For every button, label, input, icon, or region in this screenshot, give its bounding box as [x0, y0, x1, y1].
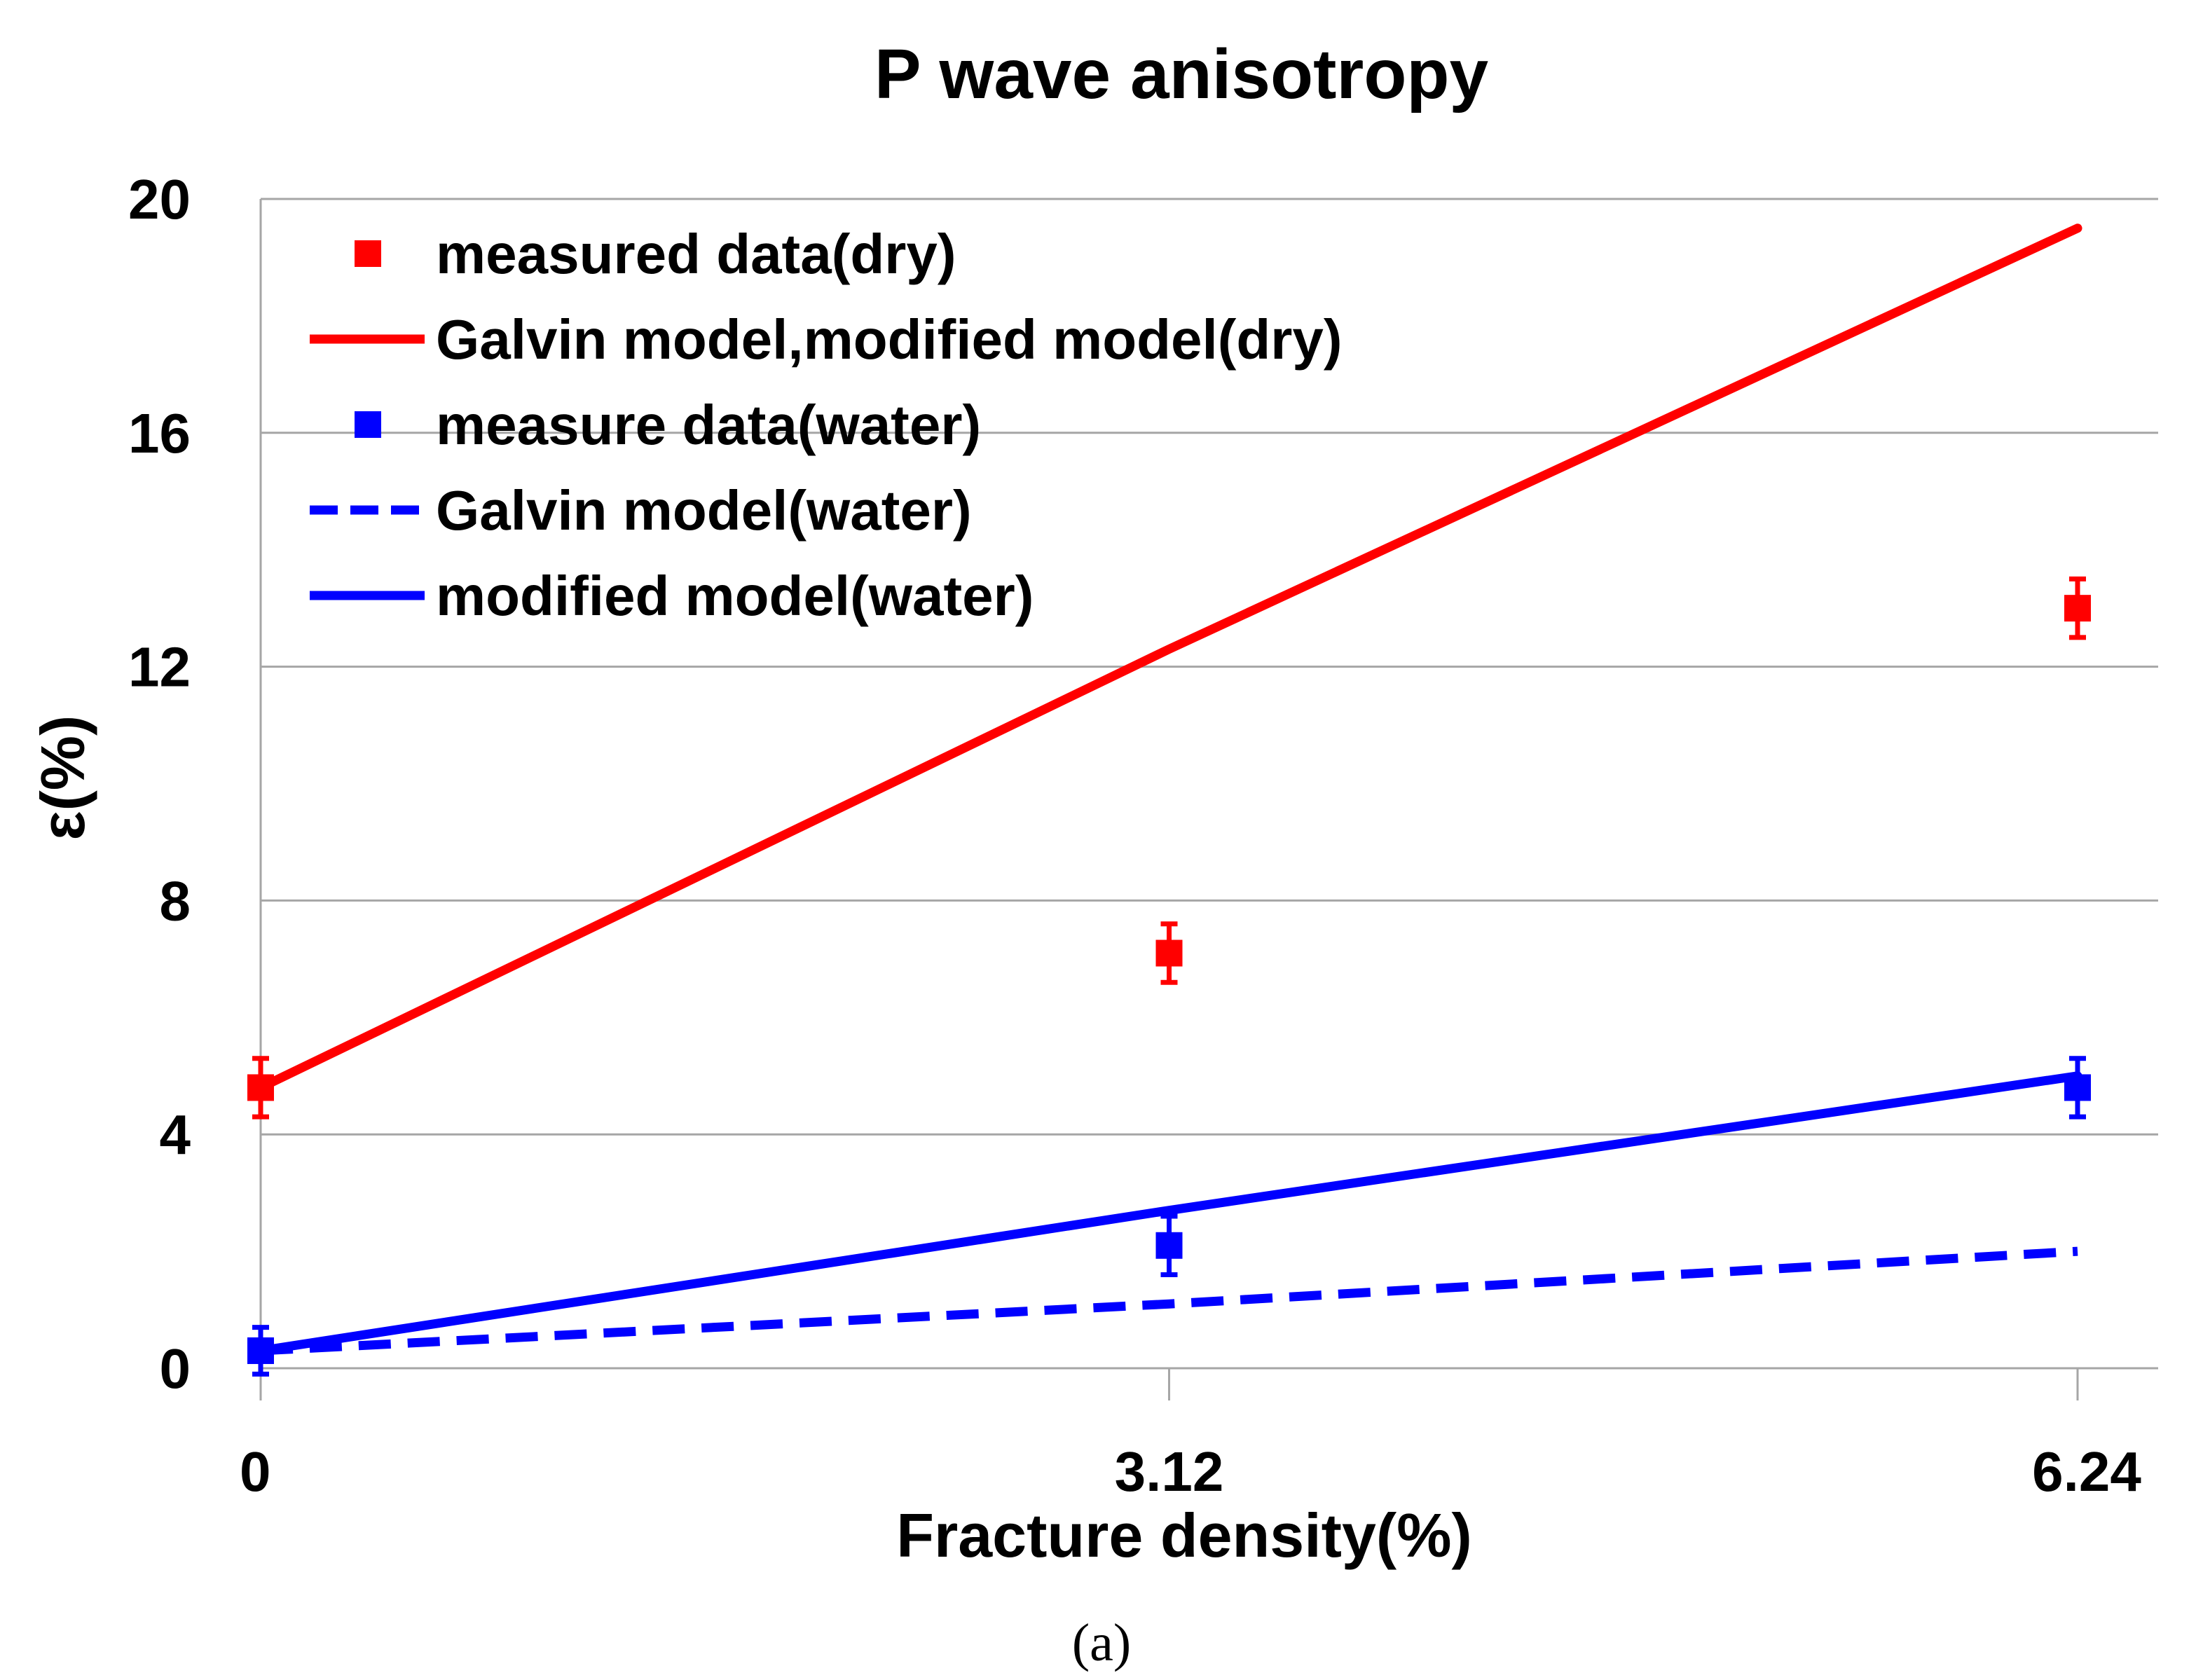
- marker-square: [247, 1337, 274, 1364]
- y-tick-label: 20: [128, 168, 191, 230]
- y-axis-label: ε(%): [28, 715, 97, 841]
- data-point: [247, 1056, 274, 1120]
- marker-square: [1155, 1232, 1183, 1259]
- y-tick-label: 4: [160, 1103, 191, 1166]
- marker-square: [2064, 1074, 2091, 1101]
- y-tick-label: 16: [128, 402, 191, 464]
- y-tick-label: 0: [160, 1337, 191, 1400]
- legend-label: Galvin model,modified model(dry): [436, 308, 1342, 371]
- series-line-3: [260, 1246, 2078, 1356]
- legend-item: measured data(dry): [355, 223, 956, 285]
- figure-caption: (a): [1072, 1613, 1131, 1672]
- legend-label: measured data(dry): [436, 223, 956, 285]
- y-tick-label: 8: [160, 869, 191, 932]
- series-line-1: [256, 223, 2082, 1092]
- legend-item: Galvin model,modified model(dry): [310, 308, 1342, 371]
- axes: 0 4 8 12 16 20 0 3.12 6.24: [128, 168, 2158, 1503]
- x-axis-label: Fracture density(%): [896, 1501, 1472, 1570]
- legend-item: Galvin model(water): [310, 479, 972, 542]
- data-point: [2064, 1056, 2091, 1120]
- grid: [261, 198, 2158, 1136]
- data-point: [1155, 1213, 1183, 1277]
- legend-label: modified model(water): [436, 565, 1034, 627]
- legend-label: Galvin model(water): [436, 479, 972, 542]
- chart-title: P wave anisotropy: [874, 35, 1489, 113]
- x-tick-label: 3.12: [1115, 1440, 1224, 1503]
- series-line-4: [256, 1071, 2082, 1356]
- marker-square: [247, 1074, 274, 1101]
- legend-item: modified model(water): [310, 565, 1034, 627]
- x-tick-label: 6.24: [2032, 1440, 2141, 1503]
- data-point: [2064, 576, 2091, 640]
- marker-square: [1155, 939, 1183, 967]
- y-tick-label: 12: [128, 636, 191, 698]
- plot-area: [247, 223, 2091, 1377]
- marker-square: [2064, 595, 2091, 622]
- data-point: [247, 1325, 274, 1377]
- x-tick-label: 0: [240, 1440, 271, 1503]
- legend-marker: [355, 240, 381, 267]
- legend: measured data(dry) Galvin model,modified …: [310, 223, 1342, 627]
- legend-item: measure data(water): [355, 394, 981, 456]
- legend-marker: [355, 411, 381, 438]
- data-point: [1155, 921, 1183, 985]
- legend-label: measure data(water): [436, 394, 981, 456]
